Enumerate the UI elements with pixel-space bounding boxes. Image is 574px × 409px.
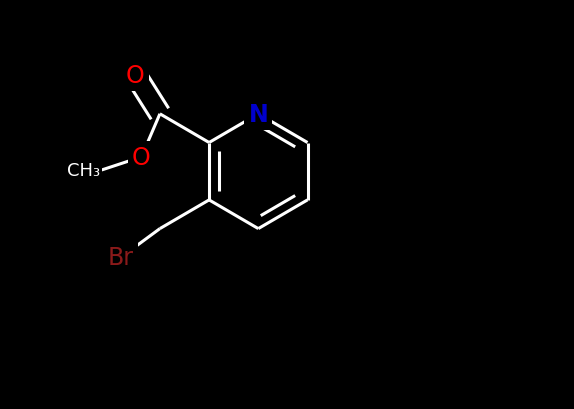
Text: Br: Br	[108, 246, 134, 270]
Text: CH₃: CH₃	[67, 162, 100, 180]
Text: O: O	[126, 64, 145, 88]
Text: N: N	[249, 103, 268, 126]
Text: O: O	[132, 146, 151, 169]
